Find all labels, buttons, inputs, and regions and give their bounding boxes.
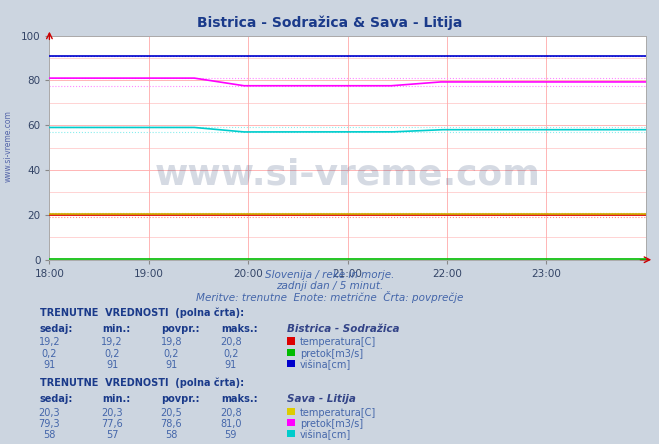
Text: temperatura[C]: temperatura[C] (300, 408, 376, 418)
Text: 91: 91 (225, 360, 237, 370)
Text: www.si-vreme.com: www.si-vreme.com (3, 111, 13, 182)
Text: Sava - Litija: Sava - Litija (287, 394, 356, 404)
Text: 91: 91 (43, 360, 55, 370)
Text: sedaj:: sedaj: (40, 324, 73, 334)
Text: pretok[m3/s]: pretok[m3/s] (300, 419, 363, 429)
Text: 20,3: 20,3 (101, 408, 123, 418)
Text: 0,2: 0,2 (42, 349, 57, 359)
Text: 77,6: 77,6 (101, 419, 123, 429)
Text: min.:: min.: (102, 324, 130, 334)
Text: povpr.:: povpr.: (161, 324, 200, 334)
Text: 20,3: 20,3 (39, 408, 60, 418)
Text: temperatura[C]: temperatura[C] (300, 337, 376, 348)
Text: min.:: min.: (102, 394, 130, 404)
Text: TRENUTNE  VREDNOSTI  (polna črta):: TRENUTNE VREDNOSTI (polna črta): (40, 377, 244, 388)
Text: www.si-vreme.com: www.si-vreme.com (155, 158, 540, 191)
Text: maks.:: maks.: (221, 324, 258, 334)
Text: višina[cm]: višina[cm] (300, 360, 351, 370)
Text: 20,8: 20,8 (220, 337, 241, 348)
Text: povpr.:: povpr.: (161, 394, 200, 404)
Text: 20,8: 20,8 (220, 408, 241, 418)
Text: Bistrica - Sodražica: Bistrica - Sodražica (287, 324, 399, 334)
Text: 81,0: 81,0 (220, 419, 241, 429)
Text: 91: 91 (165, 360, 177, 370)
Text: sedaj:: sedaj: (40, 394, 73, 404)
Text: maks.:: maks.: (221, 394, 258, 404)
Text: zadnji dan / 5 minut.: zadnji dan / 5 minut. (276, 281, 383, 291)
Text: višina[cm]: višina[cm] (300, 430, 351, 440)
Text: Meritve: trenutne  Enote: metrične  Črta: povprečje: Meritve: trenutne Enote: metrične Črta: … (196, 291, 463, 303)
Text: 19,2: 19,2 (101, 337, 123, 348)
Text: 19,8: 19,8 (161, 337, 182, 348)
Text: 57: 57 (106, 430, 118, 440)
Text: Bistrica - Sodražica & Sava - Litija: Bistrica - Sodražica & Sava - Litija (197, 16, 462, 30)
Text: 78,6: 78,6 (161, 419, 182, 429)
Text: 79,3: 79,3 (39, 419, 60, 429)
Text: 0,2: 0,2 (223, 349, 239, 359)
Text: pretok[m3/s]: pretok[m3/s] (300, 349, 363, 359)
Text: Slovenija / reke in morje.: Slovenija / reke in morje. (265, 270, 394, 280)
Text: 58: 58 (165, 430, 177, 440)
Text: 59: 59 (225, 430, 237, 440)
Text: TRENUTNE  VREDNOSTI  (polna črta):: TRENUTNE VREDNOSTI (polna črta): (40, 307, 244, 318)
Text: 0,2: 0,2 (104, 349, 120, 359)
Text: 91: 91 (106, 360, 118, 370)
Text: 20,5: 20,5 (160, 408, 183, 418)
Text: 19,2: 19,2 (39, 337, 60, 348)
Text: 58: 58 (43, 430, 55, 440)
Text: 0,2: 0,2 (163, 349, 179, 359)
